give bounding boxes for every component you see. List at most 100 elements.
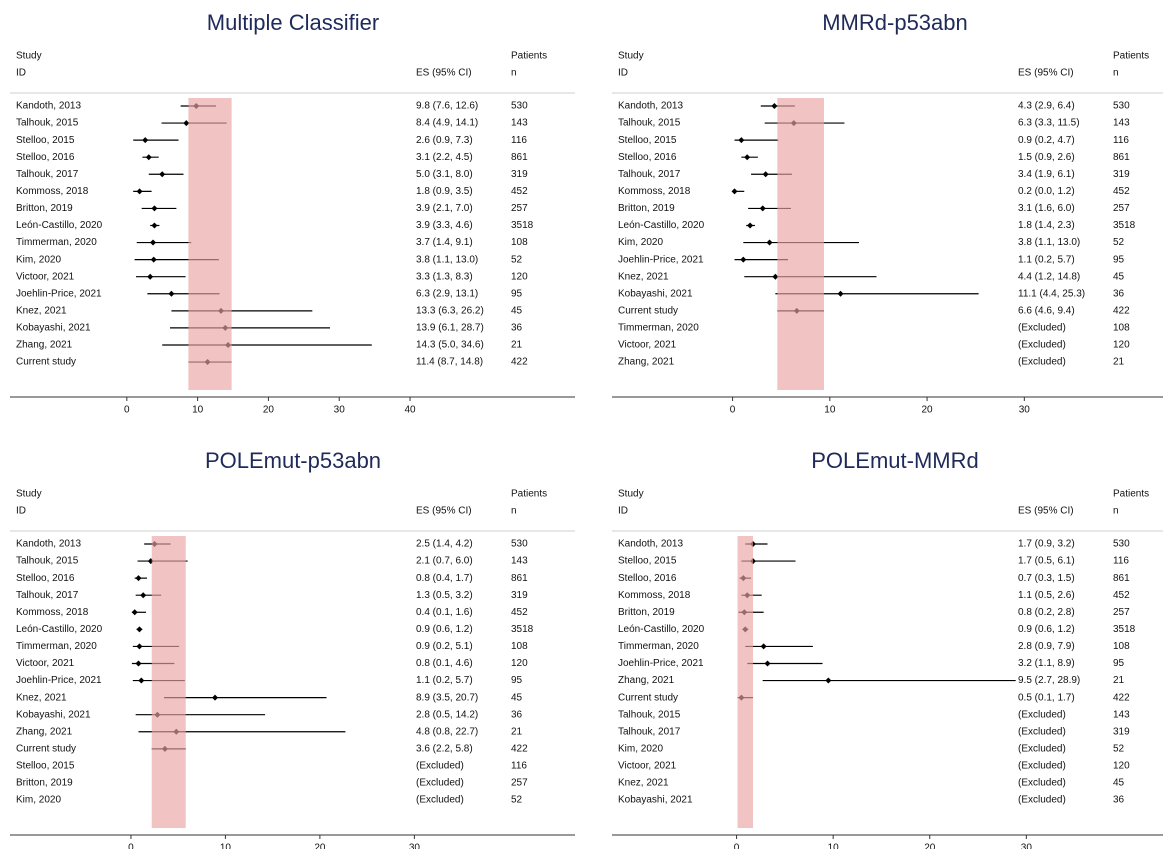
- n-label: 52: [511, 795, 523, 806]
- es-label: 1.1 (0.2, 5.7): [1018, 254, 1075, 265]
- point-estimate: [135, 660, 142, 667]
- header-study: Study: [618, 489, 644, 500]
- n-label: 52: [1113, 237, 1125, 248]
- point-estimate: [740, 256, 747, 263]
- study-label: Kim, 2020: [16, 795, 61, 806]
- x-tick-label: 30: [334, 405, 346, 416]
- n-label: 319: [511, 590, 528, 601]
- x-tick-label: 40: [404, 405, 416, 416]
- study-label: Talhouk, 2015: [618, 709, 681, 720]
- study-label: Kandoth, 2013: [16, 539, 81, 550]
- study-label: León-Castillo, 2020: [618, 624, 705, 635]
- study-label: Joehlin-Price, 2021: [16, 675, 102, 686]
- es-label: 3.8 (1.1, 13.0): [416, 254, 478, 265]
- study-label: Joehlin-Price, 2021: [16, 288, 102, 299]
- study-label: Talhouk, 2017: [618, 726, 681, 737]
- study-label: Zhang, 2021: [16, 726, 73, 737]
- n-label: 3518: [511, 220, 534, 231]
- study-label: Timmerman, 2020: [16, 641, 97, 652]
- es-label: 13.9 (6.1, 28.7): [416, 323, 484, 334]
- panel: POLEmut-MMRd Study ID ES (95% CI) Patients n K…: [612, 448, 1163, 849]
- es-label: 1.1 (0.2, 5.7): [416, 675, 473, 686]
- study-label: Talhouk, 2017: [16, 590, 79, 601]
- n-label: 95: [1113, 658, 1125, 669]
- n-label: 257: [1113, 607, 1130, 618]
- n-label: 21: [511, 340, 523, 351]
- study-label: León-Castillo, 2020: [16, 624, 103, 635]
- es-label: 0.9 (0.6, 1.2): [416, 624, 473, 635]
- point-estimate: [138, 677, 145, 684]
- n-label: 143: [1113, 709, 1130, 720]
- n-label: 116: [1113, 135, 1129, 146]
- header-patients: Patients: [1113, 489, 1149, 500]
- x-tick-label: 30: [1021, 843, 1033, 849]
- n-label: 120: [1113, 340, 1130, 351]
- point-estimate: [760, 643, 767, 650]
- study-label: Current study: [618, 305, 678, 316]
- es-label: 6.3 (3.3, 11.5): [1018, 118, 1080, 129]
- point-estimate: [136, 626, 143, 633]
- n-label: 861: [1113, 573, 1130, 584]
- study-label: Timmerman, 2020: [618, 641, 699, 652]
- n-label: 36: [1113, 795, 1125, 806]
- n-label: 3518: [1113, 624, 1136, 635]
- header-study: Study: [16, 51, 42, 62]
- es-label: 6.6 (4.6, 9.4): [1018, 305, 1075, 316]
- n-label: 257: [511, 203, 528, 214]
- point-estimate: [766, 239, 773, 246]
- n-label: 143: [1113, 118, 1130, 129]
- study-label: Talhouk, 2015: [16, 556, 79, 567]
- n-label: 36: [511, 709, 523, 720]
- es-label: 0.9 (0.2, 5.1): [416, 641, 473, 652]
- study-label: Zhang, 2021: [618, 675, 675, 686]
- n-label: 530: [1113, 101, 1130, 112]
- header-patients: Patients: [511, 489, 547, 500]
- es-label: 3.1 (2.2, 4.5): [416, 152, 473, 163]
- point-estimate: [183, 120, 190, 127]
- header-id: ID: [16, 68, 26, 79]
- study-label: Current study: [618, 692, 678, 703]
- study-label: Kommoss, 2018: [618, 590, 691, 601]
- study-label: Victoor, 2021: [618, 761, 677, 772]
- es-label: 2.5 (1.4, 4.2): [416, 539, 473, 550]
- es-label: (Excluded): [1018, 726, 1066, 737]
- x-tick-label: 10: [824, 405, 836, 416]
- study-label: Timmerman, 2020: [618, 323, 699, 334]
- reference-band: [151, 536, 186, 828]
- study-label: Britton, 2019: [618, 607, 675, 618]
- study-label: Kommoss, 2018: [16, 186, 89, 197]
- n-label: 319: [1113, 726, 1130, 737]
- header-n: n: [511, 506, 517, 517]
- reference-band: [737, 536, 754, 828]
- n-label: 108: [1113, 323, 1130, 334]
- header-n: n: [1113, 68, 1119, 79]
- study-label: Kim, 2020: [16, 254, 61, 265]
- es-label: 1.3 (0.5, 3.2): [416, 590, 473, 601]
- x-tick-label: 0: [128, 843, 134, 849]
- n-label: 108: [1113, 641, 1130, 652]
- point-estimate: [764, 660, 771, 667]
- es-label: 3.7 (1.4, 9.1): [416, 237, 473, 248]
- es-label: 1.7 (0.5, 6.1): [1018, 556, 1075, 567]
- es-label: 3.9 (2.1, 7.0): [416, 203, 473, 214]
- n-label: 861: [1113, 152, 1130, 163]
- n-label: 45: [511, 305, 523, 316]
- point-estimate: [168, 290, 175, 297]
- es-label: 9.8 (7.6, 12.6): [416, 101, 478, 112]
- point-estimate: [837, 290, 844, 297]
- header-es: ES (95% CI): [416, 506, 472, 517]
- n-label: 116: [511, 135, 527, 146]
- study-label: León-Castillo, 2020: [618, 220, 705, 231]
- es-label: 1.8 (0.9, 3.5): [416, 186, 473, 197]
- x-tick-label: 10: [220, 843, 232, 849]
- es-label: 2.8 (0.9, 7.9): [1018, 641, 1075, 652]
- header-patients: Patients: [1113, 51, 1149, 62]
- study-label: Victoor, 2021: [16, 658, 75, 669]
- n-label: 120: [1113, 761, 1130, 772]
- es-label: (Excluded): [1018, 795, 1066, 806]
- point-estimate: [212, 694, 219, 701]
- es-label: 13.3 (6.3, 26.2): [416, 305, 484, 316]
- study-label: Kobayashi, 2021: [618, 288, 693, 299]
- es-label: (Excluded): [1018, 323, 1066, 334]
- n-label: 95: [511, 288, 523, 299]
